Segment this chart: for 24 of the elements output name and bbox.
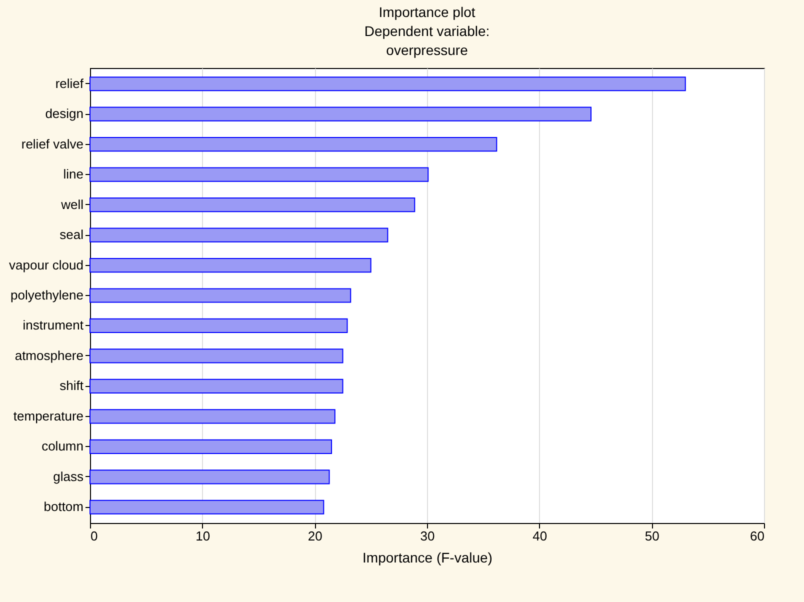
y-tick-label: polyethylene (10, 288, 84, 302)
y-tick-label: temperature (13, 408, 84, 424)
y-tick-label: glass (53, 468, 84, 484)
y-tick-label: bottom (44, 499, 84, 514)
y-tick-label: design (45, 106, 84, 122)
x-tick-label: 20 (308, 528, 322, 544)
x-tick-label: 60 (750, 528, 764, 544)
x-axis-title: Importance (F-value) (362, 550, 492, 566)
y-tick-label: well (60, 196, 84, 212)
x-tick-label: 0 (90, 528, 98, 544)
y-tick-label: shift (60, 378, 84, 394)
y-tick-label: line (63, 166, 84, 182)
x-tick-label: 30 (420, 528, 435, 544)
x-tick-label: 40 (532, 528, 548, 544)
y-tick-label: seal (60, 227, 84, 242)
y-tick-label: instrument (22, 318, 84, 333)
y-tick-label: atmosphere (14, 348, 84, 363)
y-tick-label: relief valve (21, 136, 84, 152)
y-tick-label: relief (55, 76, 84, 91)
chart-title: Importance plot Dependent variable: overpressure (364, 4, 490, 58)
y-tick-label: vapour cloud (9, 257, 84, 272)
y-tick-label: column (42, 438, 84, 454)
x-tick-label: 10 (196, 528, 210, 544)
x-tick-label: 50 (644, 528, 660, 544)
